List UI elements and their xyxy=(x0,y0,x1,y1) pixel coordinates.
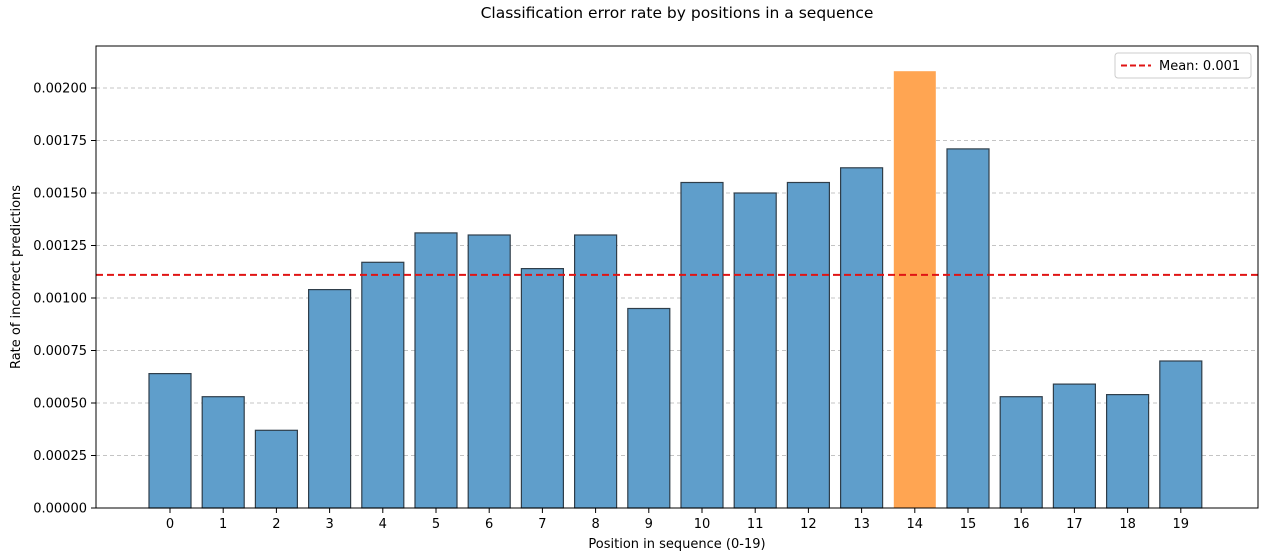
bar-15 xyxy=(946,148,990,509)
y-tick-label: 0.00050 xyxy=(33,397,87,412)
legend-mean-label: Mean: 0.001 xyxy=(1159,59,1240,74)
bar-16 xyxy=(999,396,1043,509)
bar-6 xyxy=(467,234,511,509)
x-tick-label: 15 xyxy=(960,517,977,532)
bar-7 xyxy=(520,268,565,509)
x-tick-label: 3 xyxy=(325,517,333,532)
bar-13 xyxy=(839,167,884,509)
x-tick-label: 8 xyxy=(591,517,599,532)
bar-9 xyxy=(627,307,671,509)
chart-title: Classification error rate by positions i… xyxy=(481,4,874,22)
bar-3 xyxy=(308,289,352,509)
bar-19 xyxy=(1159,360,1203,509)
legend-box xyxy=(1114,52,1252,79)
x-tick-label: 0 xyxy=(166,517,174,532)
x-tick-label: 13 xyxy=(853,517,870,532)
bar-17 xyxy=(1052,383,1097,509)
legend: Mean: 0.001 xyxy=(1114,52,1252,79)
bar-0 xyxy=(148,373,192,509)
bar-11 xyxy=(733,192,777,509)
bar-5 xyxy=(414,232,458,509)
x-axis-title: Position in sequence (0-19) xyxy=(588,537,765,552)
bar-8 xyxy=(573,234,618,509)
bar-12 xyxy=(786,181,831,509)
x-tick-label: 12 xyxy=(800,517,817,532)
bar-1 xyxy=(201,396,245,509)
x-tick-label: 17 xyxy=(1066,517,1083,532)
y-tick-label: 0.00150 xyxy=(33,187,87,202)
x-tick-label: 5 xyxy=(432,517,440,532)
bar-2 xyxy=(254,429,298,509)
bar-14 xyxy=(893,71,936,508)
x-tick-label: 2 xyxy=(272,517,280,532)
x-axis: 0 1 2 3 4 5 6 7 8 9 10 11 12 13 14 15 16 17 18 19 xyxy=(166,508,1189,532)
y-tick-label: 0.00200 xyxy=(33,82,87,97)
y-tick-label: 0.00175 xyxy=(33,134,87,149)
x-tick-label: 18 xyxy=(1119,517,1136,532)
bar-18 xyxy=(1105,394,1150,509)
bar-10 xyxy=(680,181,724,509)
bar-4 xyxy=(361,261,405,509)
x-tick-label: 4 xyxy=(379,517,387,532)
y-tick-label: 0.00025 xyxy=(33,449,87,464)
y-tick-label: 0.00100 xyxy=(33,292,87,307)
bars xyxy=(148,71,1203,509)
x-tick-label: 6 xyxy=(485,517,493,532)
x-tick-label: 19 xyxy=(1173,517,1190,532)
y-tick-label: 0.00075 xyxy=(33,344,87,359)
y-axis-title: Rate of incorrect predictions xyxy=(9,185,24,369)
x-tick-label: 10 xyxy=(694,517,711,532)
x-tick-label: 9 xyxy=(645,517,653,532)
y-axis: 0.00000 0.00025 0.00050 0.00075 0.00100 0.001… xyxy=(33,82,96,517)
x-tick-label: 14 xyxy=(907,517,924,532)
x-tick-label: 1 xyxy=(219,517,227,532)
x-tick-label: 11 xyxy=(747,517,764,532)
y-tick-label: 0.00000 xyxy=(33,502,87,517)
y-tick-label: 0.00125 xyxy=(33,239,87,254)
x-tick-label: 16 xyxy=(1013,517,1030,532)
x-tick-label: 7 xyxy=(538,517,546,532)
plot-frame xyxy=(95,45,1259,509)
